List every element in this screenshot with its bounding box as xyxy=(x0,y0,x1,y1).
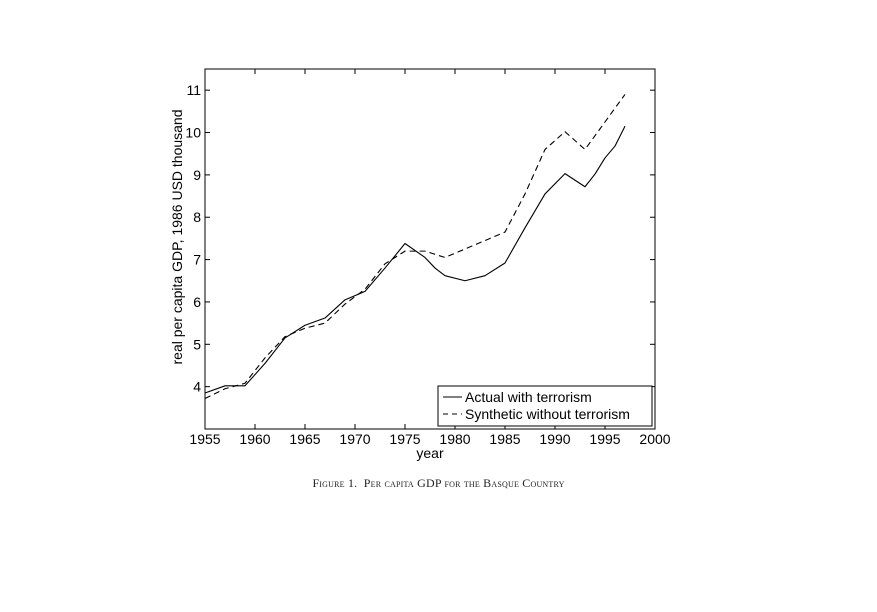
y-tick-label: 5 xyxy=(193,336,201,352)
x-tick-label: 1955 xyxy=(189,431,220,447)
y-tick-label: 9 xyxy=(193,167,201,183)
x-tick-label: 2000 xyxy=(639,431,670,447)
y-axis-label: real per capita GDP, 1986 USD thousand xyxy=(169,109,185,364)
x-tick-label: 1975 xyxy=(389,431,420,447)
x-tick-label: 1970 xyxy=(339,431,370,447)
x-tick-label: 1995 xyxy=(589,431,620,447)
figure-caption-label: Figure 1. xyxy=(312,476,358,490)
x-tick-label: 1960 xyxy=(239,431,270,447)
y-tick-label: 6 xyxy=(193,294,201,310)
y-tick-label: 7 xyxy=(193,252,201,268)
plot-area: 1955 1960 1965 1970 1975 1980 1985 1990 1995 2000… xyxy=(169,68,671,461)
x-tick-label: 1980 xyxy=(439,431,470,447)
y-tick-label: 11 xyxy=(186,82,201,98)
figure-caption-text: Per capita GDP for the Basque Country xyxy=(363,476,565,490)
y-tick-label: 4 xyxy=(193,379,201,395)
y-tick-label: 10 xyxy=(185,125,201,141)
x-tick-label: 1965 xyxy=(289,431,320,447)
series-line-actual xyxy=(204,125,626,394)
figure-caption: Figure 1. Per capita GDP for the Basque … xyxy=(0,476,877,491)
y-tick-label: 8 xyxy=(193,209,201,225)
series-line-synthetic xyxy=(204,94,626,400)
plot-frame xyxy=(204,68,656,430)
x-tick-label: 1985 xyxy=(489,431,520,447)
x-axis-label: year xyxy=(416,445,444,461)
legend-label: Synthetic without terrorism xyxy=(465,406,630,422)
legend-label: Actual with terrorism xyxy=(465,389,592,405)
legend-box xyxy=(437,385,653,427)
x-tick-label: 1990 xyxy=(539,431,570,447)
